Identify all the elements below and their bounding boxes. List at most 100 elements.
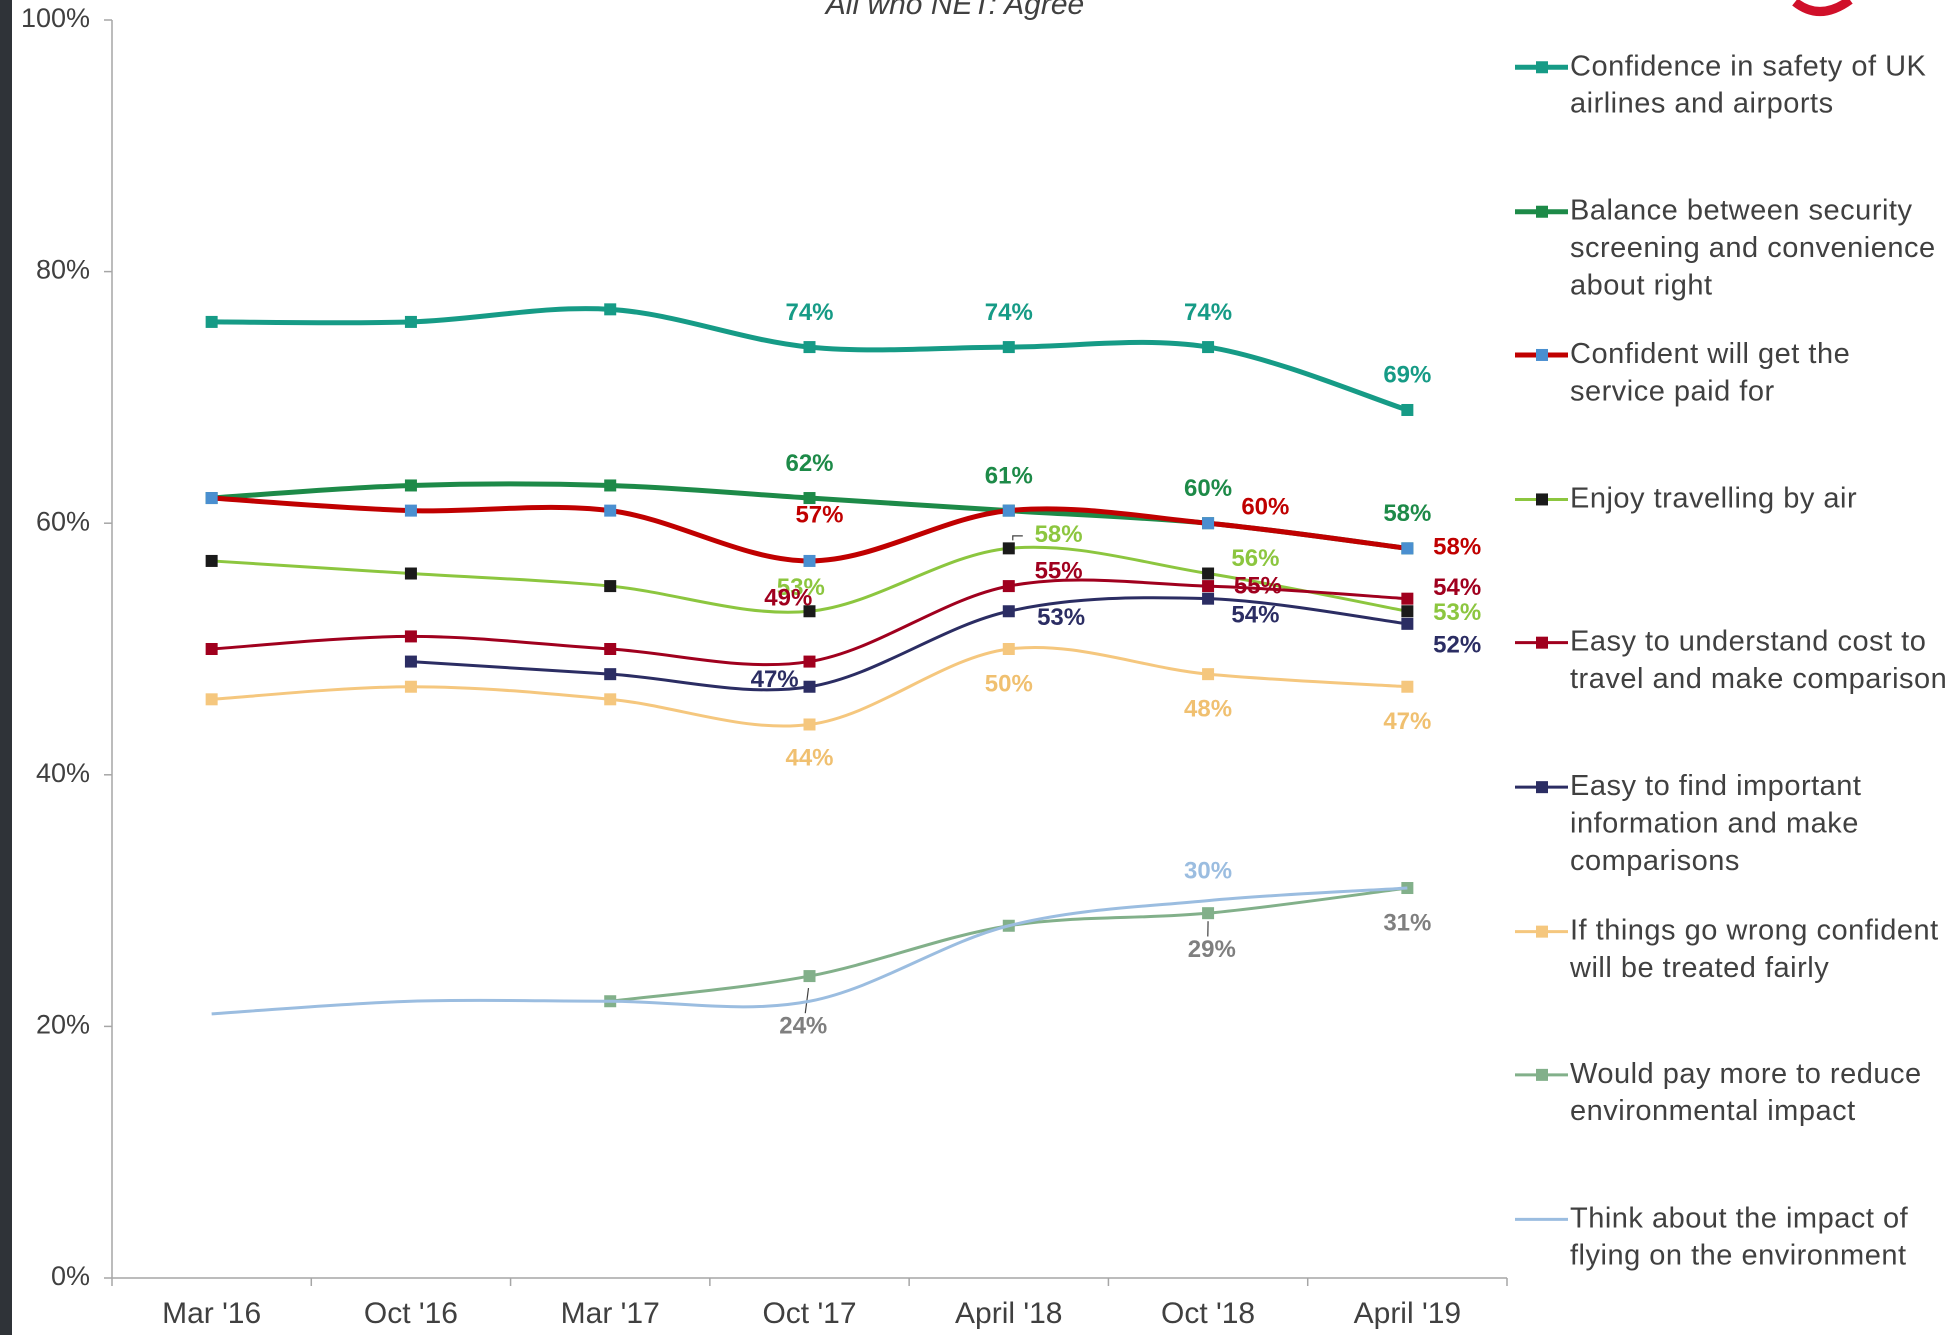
y-tick-label: 100% (21, 3, 90, 33)
data-point (1401, 680, 1414, 693)
legend-label: Enjoy travelling by air (1570, 482, 1857, 514)
data-label: 58% (1035, 521, 1083, 548)
data-point (1202, 592, 1215, 605)
data-point (1002, 643, 1015, 655)
data-point (803, 970, 816, 983)
data-point (404, 655, 417, 668)
legend-line: Would pay more to reduce (1570, 1058, 1930, 1090)
data-label: 49% (764, 585, 812, 612)
legend-label: Would pay more to reduce environmental i… (1570, 1058, 1930, 1127)
legend-label: Easy to find important information and m… (1570, 770, 1870, 877)
data-point (604, 643, 617, 655)
data-label: 74% (985, 299, 1033, 326)
data-label: 31% (1383, 909, 1431, 936)
legend-line: comparisons (1570, 845, 1740, 877)
data-label: 44% (785, 745, 833, 772)
data-label: 54% (1433, 574, 1481, 601)
legend-marker (1536, 1068, 1548, 1081)
data-point (604, 479, 617, 492)
data-label: 24% (779, 1012, 827, 1039)
data-point (803, 605, 816, 618)
x-tick-label: Mar '17 (561, 1297, 660, 1330)
legend-marker (1536, 61, 1548, 74)
data-point (803, 655, 816, 668)
legend-line: about right (1570, 269, 1713, 301)
legend-label: Balance between security screening and c… (1570, 194, 1944, 301)
data-point (1401, 542, 1414, 555)
data-point (1202, 668, 1215, 681)
legend-label: Easy to understand cost to travel and ma… (1570, 625, 1947, 694)
data-label: 52% (1433, 632, 1481, 659)
series-line (610, 886, 1408, 1003)
data-label: 47% (751, 666, 799, 693)
left-strip (0, 0, 12, 1335)
data-label: 74% (1184, 299, 1232, 326)
data-point (1202, 567, 1215, 580)
data-point (205, 315, 218, 328)
legend-line: screening and convenience (1570, 232, 1944, 264)
data-label: 30% (1184, 857, 1232, 884)
data-label: 55% (1035, 558, 1083, 585)
legend-line: service paid for (1570, 375, 1775, 407)
legend-marker (1536, 493, 1548, 506)
data-label: 69% (1383, 362, 1431, 389)
data-label: 62% (785, 450, 833, 477)
legend-label: Confident will get the service paid for (1570, 338, 1859, 407)
legend-line: Balance between security (1570, 194, 1921, 226)
data-label: 53% (1037, 604, 1085, 631)
data-point (1002, 605, 1015, 618)
data-point (404, 479, 417, 492)
leader-line (1012, 535, 1023, 541)
legend-line: Easy to find important (1570, 770, 1870, 802)
legend-marker (1536, 925, 1548, 938)
legend-line: Confident will get the (1570, 338, 1859, 370)
logo (1792, 0, 1853, 16)
data-point (803, 680, 816, 693)
data-point (1002, 542, 1015, 555)
data-point (803, 718, 816, 731)
data-point (604, 504, 617, 517)
data-label: 29% (1188, 936, 1236, 963)
data-point (604, 580, 617, 593)
data-label: 58% (1433, 534, 1481, 561)
legend-line: airlines and airports (1570, 87, 1834, 119)
data-point (1002, 580, 1015, 593)
legend-marker (1536, 348, 1548, 361)
data-label: 53% (1433, 599, 1481, 626)
legend-line: Confidence in safety of UK (1570, 50, 1935, 82)
x-tick-label: Oct '17 (762, 1297, 856, 1330)
data-label: 60% (1241, 494, 1289, 521)
series-line (410, 596, 1408, 692)
legend-line: If things go wrong confident (1570, 914, 1947, 946)
data-label: 61% (985, 462, 1033, 489)
legend-line: flying on the environment (1570, 1239, 1907, 1271)
data-label: 56% (1231, 545, 1279, 572)
data-point (404, 680, 417, 693)
data-point (404, 630, 417, 643)
data-label: 57% (795, 501, 843, 528)
data-point (205, 643, 218, 655)
legend-line: Enjoy travelling by air (1570, 482, 1857, 514)
data-point (1202, 341, 1215, 354)
legend-label: Confidence in safety of UK airlines and … (1570, 50, 1935, 119)
data-point (1401, 605, 1414, 618)
legend-line: will be treated fairly (1569, 952, 1829, 984)
data-point (1401, 403, 1414, 416)
x-tick-label: April '19 (1354, 1297, 1461, 1330)
legend-label: If things go wrong confident will be tre… (1569, 914, 1947, 983)
y-tick-label: 20% (36, 1010, 90, 1040)
data-point (803, 554, 816, 567)
data-point (1401, 592, 1414, 605)
data-label: 50% (985, 670, 1033, 697)
data-point (604, 303, 617, 316)
legend-line: travel and make comparison (1570, 663, 1947, 695)
data-point (205, 554, 218, 567)
data-point (1002, 504, 1015, 517)
data-point (1401, 617, 1414, 630)
y-tick-label: 40% (36, 758, 90, 788)
data-point (1202, 517, 1215, 530)
data-point (1202, 907, 1215, 920)
data-point (404, 567, 417, 580)
data-point (404, 315, 417, 328)
